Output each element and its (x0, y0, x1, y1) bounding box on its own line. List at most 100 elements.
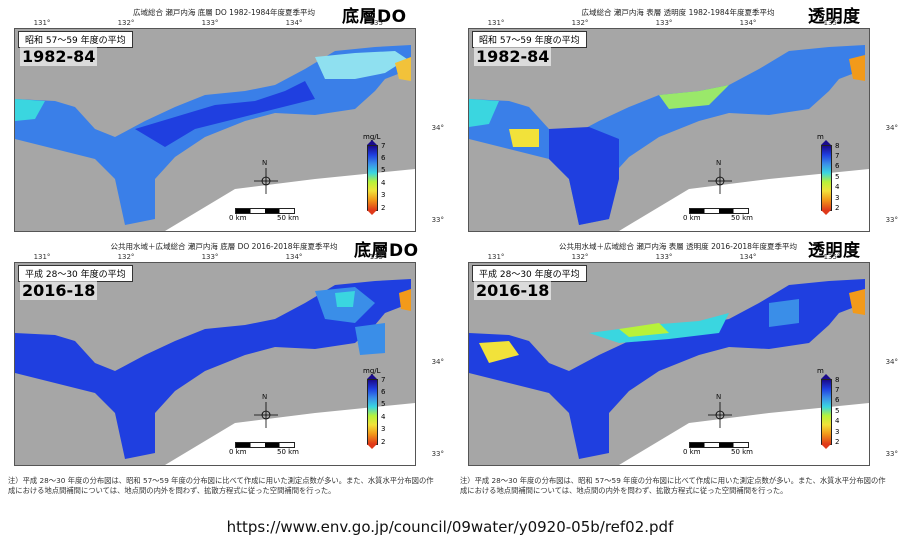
legend-bottom-triangle-icon (367, 210, 377, 215)
legend-tick: 3 (381, 191, 386, 199)
lon-tick: 132° (117, 253, 135, 261)
scale-label-start: 0 km (683, 448, 701, 456)
panel-big-label: 透明度 (808, 241, 861, 261)
panel-title: 公共用水域＋広域総合 瀬戸内海 底層 DO 2016-2018年度夏季平均 (110, 242, 338, 251)
legend-tick: 7 (835, 152, 840, 160)
scale-bar: 0 km 50 km (679, 438, 759, 460)
sea-transparency (469, 279, 865, 459)
map-svg (15, 45, 415, 231)
map-area: 平成 28〜30 年度の平均 2016-18 N 0 km 50 km mg/L… (14, 262, 416, 466)
sea-transparency-yellow (509, 129, 539, 147)
legend-unit: mg/L (363, 367, 381, 375)
scale-bar: 0 km 50 km (225, 204, 305, 226)
legend-tick: 2 (381, 438, 386, 446)
lat-tick: 34° (885, 358, 898, 366)
north-label: N (262, 159, 268, 167)
lat-tick: 33° (431, 450, 444, 458)
sea-transparency (469, 45, 865, 225)
map-panel-do-2016: 公共用水域＋広域総合 瀬戸内海 底層 DO 2016-2018年度夏季平均 底層… (4, 240, 444, 472)
year-label: 2016-18 (20, 281, 98, 300)
lon-tick: 133° (201, 253, 219, 261)
footnote-right: 注）平成 28〜30 年度の分布図は、昭和 57〜59 年度の分布図に比べて作成… (460, 476, 886, 495)
scale-bar-graphic (235, 208, 295, 214)
period-box: 平成 28〜30 年度の平均 (18, 265, 133, 282)
map-panel-transparency-2016: 公共用水域＋広域総合 瀬戸内海 表層 透明度 2016-2018年度夏季平均 透… (458, 240, 898, 472)
lon-tick: 132° (571, 19, 589, 27)
color-legend: mg/L 7 6 5 4 3 2 (363, 367, 393, 459)
sea-transparency-deep (549, 127, 619, 225)
legend-tick: 2 (835, 204, 840, 212)
lon-tick: 134° (285, 19, 303, 27)
legend-tick: 4 (835, 183, 840, 191)
lon-tick: 135° (823, 19, 841, 27)
panel-big-label: 底層DO (354, 241, 419, 261)
ocean-area (619, 169, 869, 231)
year-label: 2016-18 (474, 281, 552, 300)
north-arrow-icon: N (707, 159, 733, 199)
lon-tick: 133° (655, 253, 673, 261)
source-url[interactable]: https://www.env.go.jp/council/09water/y0… (226, 518, 674, 536)
legend-tick: 2 (835, 438, 840, 446)
period-box: 昭和 57〜59 年度の平均 (18, 31, 133, 48)
legend-tick: 6 (381, 154, 386, 162)
sea-transparency-yellow (479, 341, 519, 363)
legend-tick: 4 (835, 417, 840, 425)
legend-tick: 7 (835, 386, 840, 394)
panel-big-label: 透明度 (808, 7, 861, 27)
north-arrow-icon: N (707, 393, 733, 433)
lat-tick: 34° (431, 124, 444, 132)
sea-do-light (355, 323, 385, 355)
map-svg (469, 45, 869, 231)
scale-label-start: 0 km (229, 214, 247, 222)
legend-top-triangle-icon (821, 374, 831, 379)
legend-tick: 5 (381, 166, 386, 174)
map-area: 昭和 57〜59 年度の平均 1982-84 N 0 km 50 km mg/L… (14, 28, 416, 232)
period-box: 平成 28〜30 年度の平均 (472, 265, 587, 282)
lon-tick: 131° (33, 19, 51, 27)
legend-tick: 5 (835, 173, 840, 181)
panel-title: 広域総合 瀬戸内海 底層 DO 1982-1984年度夏季平均 (132, 8, 316, 17)
legend-bottom-triangle-icon (821, 210, 831, 215)
period-box: 昭和 57〜59 年度の平均 (472, 31, 587, 48)
lon-tick: 135° (369, 19, 387, 27)
legend-tick: 5 (381, 400, 386, 408)
north-label: N (262, 393, 268, 401)
legend-tick: 3 (381, 425, 386, 433)
scale-label-end: 50 km (277, 214, 300, 222)
scale-bar: 0 km 50 km (679, 204, 759, 226)
legend-tick: 8 (835, 142, 840, 150)
lon-tick: 135° (369, 253, 387, 261)
map-svg (15, 279, 415, 465)
scale-label-start: 0 km (229, 448, 247, 456)
scale-bar-graphic (689, 208, 749, 214)
map-svg (469, 279, 869, 465)
panel-title: 広域総合 瀬戸内海 表層 透明度 1982-1984年度夏季平均 (581, 8, 775, 17)
lon-tick: 133° (201, 19, 219, 27)
sea-do (15, 279, 411, 459)
color-legend: m 8 7 6 5 4 3 2 (817, 133, 847, 225)
sea-do-deep (135, 81, 315, 147)
lat-tick: 34° (431, 358, 444, 366)
north-arrow-icon: N (253, 159, 279, 199)
sea-transparency-cyan (469, 99, 499, 127)
scale-bar-graphic (689, 442, 749, 448)
year-label: 1982-84 (474, 47, 552, 66)
lon-tick: 131° (487, 19, 505, 27)
sea-transparency-orange (849, 55, 865, 81)
sea-transparency-light (769, 299, 799, 327)
legend-top-triangle-icon (821, 140, 831, 145)
sea-do (15, 45, 411, 225)
legend-tick: 3 (835, 194, 840, 202)
legend-tick: 6 (381, 388, 386, 396)
legend-top-triangle-icon (367, 140, 377, 145)
map-panel-do-1982: 広域総合 瀬戸内海 底層 DO 1982-1984年度夏季平均 底層DO 131… (4, 6, 444, 238)
lat-tick: 34° (885, 124, 898, 132)
scale-label-end: 50 km (731, 214, 754, 222)
lon-axis: 131° 132° 133° 134° 135° (14, 19, 414, 29)
north-label: N (716, 393, 722, 401)
lon-tick: 135° (823, 253, 841, 261)
legend-tick: 6 (835, 396, 840, 404)
ocean-area (165, 403, 415, 465)
north-arrow-icon: N (253, 393, 279, 433)
scale-bar-graphic (235, 442, 295, 448)
